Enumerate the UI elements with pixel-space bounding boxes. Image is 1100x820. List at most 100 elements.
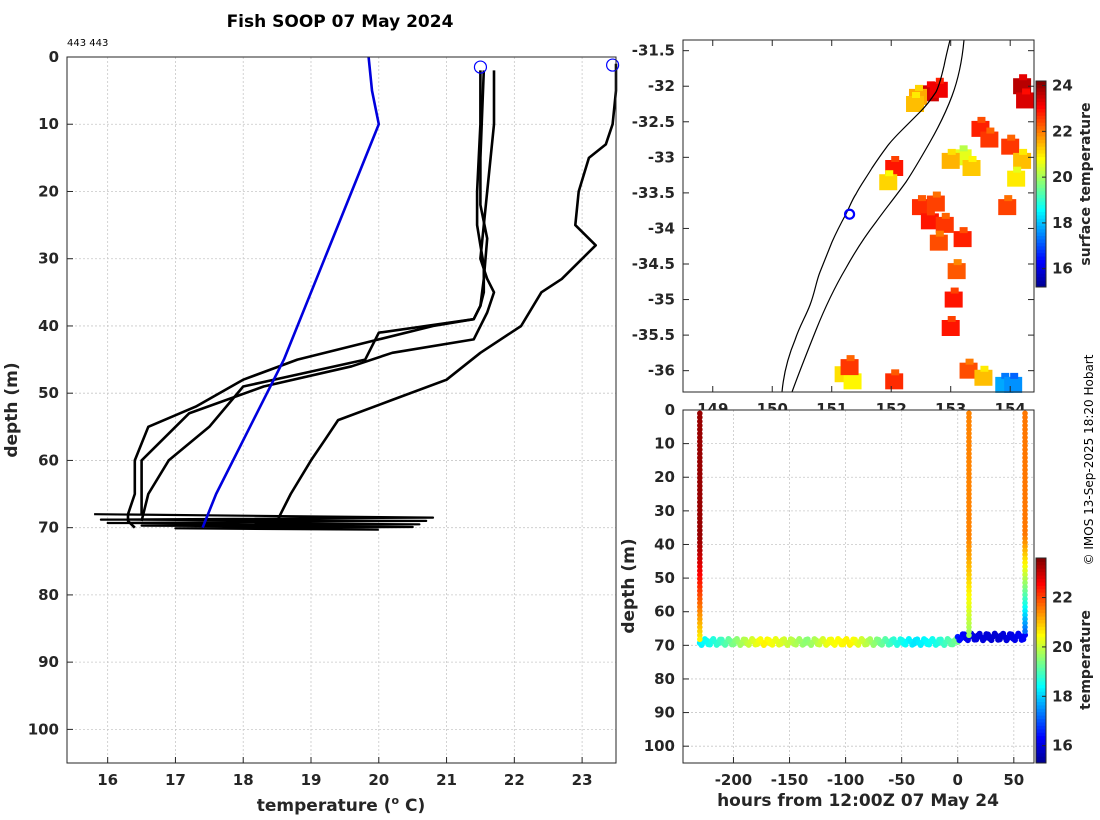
map-colorbar-slice [1036, 98, 1046, 103]
timeseries-ytick-label: 80 [654, 670, 675, 688]
profile-ytick-label: 40 [38, 317, 59, 335]
sst-patch [1004, 376, 1023, 393]
timeseries-colorbar-slice [1036, 667, 1046, 672]
cast-point [966, 543, 972, 550]
cast-point [966, 559, 972, 566]
map-ytick-label: -35.5 [632, 326, 675, 344]
cast-point [697, 616, 703, 622]
timeseries-colorbar: 16 18 20 22 [1035, 557, 1073, 764]
profile-xtick-label: 23 [572, 771, 593, 789]
cast-point [966, 588, 972, 594]
profile-plot-area [67, 57, 616, 763]
sst-patch-edge [1010, 372, 1019, 379]
timeseries-ytick-label: 40 [654, 535, 675, 553]
timeseries-colorbar-slice [1036, 742, 1046, 747]
timeseries-xtick-label: -200 [715, 771, 753, 789]
cast-point [697, 563, 703, 570]
profile-ytick-label: 30 [38, 250, 59, 268]
cast-point [697, 471, 703, 477]
map-colorbar-slice [1036, 122, 1046, 127]
cast-point [697, 604, 703, 610]
sst-patch [906, 96, 925, 112]
map-sst-patches [834, 74, 1035, 393]
sst-patch [911, 199, 930, 216]
profile-ytick-label: 70 [38, 519, 59, 537]
map-colorbar-slice [1036, 249, 1046, 254]
cast-point [1022, 551, 1028, 558]
timeseries-ytick-label: 50 [654, 569, 675, 587]
profile-xtick-label: 16 [97, 771, 118, 789]
cast-point [697, 527, 703, 534]
timeseries-colorbar-slice [1036, 657, 1046, 661]
cast-point [1022, 418, 1028, 425]
map-colorbar-slice [1036, 262, 1046, 267]
cast-point [966, 410, 972, 417]
cast-point [697, 588, 703, 594]
map-colorbar-slice [1036, 252, 1046, 257]
map-colorbar-slice [1036, 111, 1046, 116]
timeseries-ytick-label: 60 [654, 603, 675, 621]
cast-point [1022, 442, 1028, 449]
sst-patch [998, 199, 1017, 216]
timeseries-colorbar-slice [1036, 728, 1046, 733]
sst-patch [959, 362, 978, 379]
timeseries-xlabel: hours from 12:00Z 07 May 24 [717, 791, 999, 811]
map-colorbar-slice [1036, 228, 1046, 233]
timeseries-colorbar-slice [1036, 640, 1046, 644]
sst-patch-edge [891, 369, 900, 376]
timeseries-colorbar-slice [1036, 735, 1046, 740]
map-colorbar-slice [1036, 269, 1046, 274]
map-colorbar-slice [1036, 87, 1046, 92]
profile-panel: 16 17 18 19 20 21 22 23 0 10 20 30 40 50 60 70 80 90 100 t… [2, 48, 620, 816]
profile-line-profile-2 [140, 70, 496, 515]
map-plot-area [683, 40, 1034, 392]
cast-point [697, 446, 703, 453]
map-ytick-label: -32 [648, 77, 675, 95]
cast-point [1022, 575, 1028, 582]
cast-point [1022, 454, 1028, 461]
cast-point [1022, 531, 1028, 538]
cast-point [966, 620, 972, 626]
map-colorbar-label: surface temperature [1078, 102, 1094, 265]
timeseries-colorbar-frame [1035, 557, 1047, 764]
cast-point [966, 608, 972, 614]
map-colorbar-slice [1036, 105, 1046, 109]
sst-patch [879, 174, 898, 191]
sst-patch-edge [947, 148, 956, 155]
cast-point [966, 539, 972, 546]
profile-line-latest-profile [201, 56, 381, 529]
sst-patch [1016, 92, 1035, 109]
timeseries-colorbar-slice [1036, 670, 1046, 675]
profile-xtick-label: 21 [436, 771, 457, 789]
sst-patch-edge [941, 212, 950, 219]
cast-point [697, 571, 703, 578]
cast-point [966, 632, 972, 639]
shelf-contour-path [791, 39, 965, 393]
timeseries-colorbar-slice [1036, 663, 1046, 668]
map-colorbar-slice [1036, 177, 1046, 182]
timeseries-xtick-label: 0 [953, 771, 963, 789]
cast-point [966, 535, 972, 542]
timeseries-colorbar-slice [1036, 687, 1046, 692]
cast-point [697, 551, 703, 558]
cast-point [966, 575, 972, 582]
timeseries-panel: -200 -150 -100 -50 0 50 0 10 20 30 40 50 60 70 80 90 100… [619, 401, 1094, 811]
map-ytick-label: -34.5 [632, 255, 675, 273]
map-coastline [781, 39, 965, 393]
cast-point [1022, 519, 1028, 526]
cast-point [966, 479, 972, 485]
timeseries-xtick-label: 50 [1003, 771, 1024, 789]
cast-point [697, 547, 703, 554]
timeseries-plot-area [683, 410, 1034, 763]
timeseries-colorbar-slice [1036, 708, 1046, 713]
cast-point [1022, 434, 1028, 441]
cast-point [1022, 458, 1028, 465]
cast-point [697, 632, 703, 639]
timeseries-colorbar-slice [1036, 677, 1046, 682]
map-colorbar-slice [1036, 81, 1046, 85]
map-colorbar-slice [1036, 187, 1046, 192]
timeseries-colorbar-slice [1036, 681, 1046, 685]
cast-point [966, 442, 972, 449]
map-colorbar-slice [1036, 125, 1046, 130]
profile-xtick-label: 17 [165, 771, 186, 789]
